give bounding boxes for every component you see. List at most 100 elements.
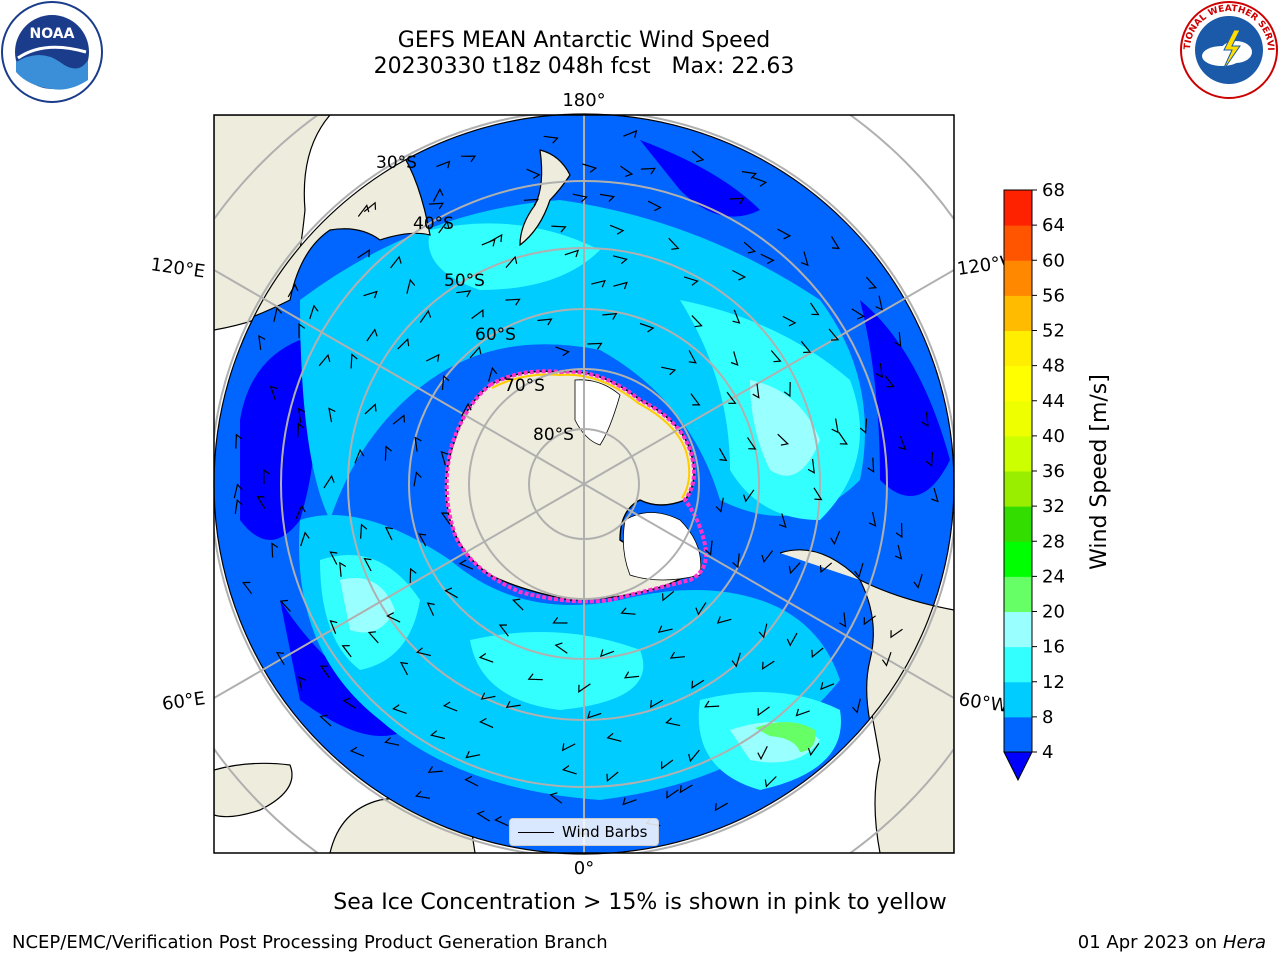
- wind-barb: [666, 789, 679, 799]
- nws-logo-icon: NATIONAL WEATHER SERVICE: [1178, 0, 1278, 99]
- colorbar-segment: [1004, 365, 1032, 402]
- machine-name: Hera: [1222, 932, 1266, 953]
- colorbar-segment: [1004, 576, 1032, 612]
- wind-barb: [731, 652, 741, 668]
- wind-barb-legend-label: Wind Barbs: [562, 823, 648, 841]
- wind-barb: [471, 309, 484, 319]
- wind-barb: [364, 403, 377, 415]
- wind-barb: [392, 704, 407, 714]
- wind-barb: [811, 647, 824, 659]
- wind-barb: [309, 304, 319, 320]
- wind-barb: [669, 651, 685, 659]
- wind-barb: [764, 776, 777, 788]
- wind-barb: [623, 129, 638, 138]
- lat-label-50s: 50°S: [444, 271, 485, 291]
- wind-barb: [782, 315, 797, 327]
- wind-barb: [561, 743, 576, 752]
- wind-barb: [354, 448, 365, 464]
- wind-barb: [828, 328, 840, 341]
- wind-barb: [704, 700, 720, 708]
- wind-barb: [606, 771, 619, 783]
- wind-barb: [384, 445, 392, 461]
- wind-barb: [819, 562, 833, 574]
- map-border: [213, 114, 955, 854]
- colorbar-tick-label: 4: [1042, 742, 1053, 763]
- wind-barb: [438, 220, 450, 234]
- wind-barb: [363, 201, 377, 213]
- wind-barb: [442, 701, 458, 712]
- colorbar-segment: [1004, 681, 1032, 718]
- wind-barb: [300, 531, 310, 547]
- wind-barb: [444, 587, 458, 599]
- wind-barb: [800, 251, 809, 267]
- wind-barb: [342, 697, 356, 709]
- wind-barb: [898, 435, 907, 451]
- wind-barb: [838, 432, 848, 445]
- wind-barb: [894, 544, 903, 560]
- colorbar-tick-label: 24: [1042, 566, 1065, 587]
- colorbar-segment: [1004, 260, 1032, 296]
- wind-barb: [329, 551, 338, 565]
- wind-barb: [839, 612, 847, 628]
- wind-barb: [279, 599, 291, 612]
- wind-barb: [464, 775, 479, 787]
- colorbar-tick-label: 16: [1042, 637, 1065, 658]
- wind-barb: [647, 200, 662, 212]
- wind-barb: [319, 665, 330, 678]
- lon-label-upper-left: 120°E: [149, 254, 206, 282]
- wind-barb: [665, 717, 681, 727]
- wind-barb: [884, 375, 895, 388]
- colorbar-tick-label: 52: [1042, 321, 1065, 342]
- wind-barb: [758, 623, 768, 639]
- wind-barb: [263, 468, 270, 485]
- map-subtitle: 20230330 t18z 048h fcst Max: 22.63: [373, 54, 795, 79]
- wind-barb: [392, 414, 405, 425]
- wind-barb: [399, 661, 409, 676]
- wind-barb: [414, 436, 422, 452]
- wind-barb: [612, 255, 628, 265]
- wind-barb: [859, 418, 868, 434]
- wind-barb: [498, 624, 509, 637]
- wind-barb: [360, 523, 368, 539]
- wind-barb: [691, 315, 703, 328]
- wind-barb: [415, 647, 431, 657]
- wind-barb: [820, 682, 835, 691]
- colorbar-tick-label: 36: [1042, 461, 1065, 482]
- lon-label-top: 180°: [562, 90, 605, 111]
- wind-barb: [743, 489, 755, 503]
- wind-barb: [777, 228, 792, 240]
- wind-barb: [688, 749, 700, 763]
- wind-barb: [552, 616, 568, 624]
- wind-barb: [339, 561, 347, 577]
- lat-label-60s: 60°S: [475, 325, 516, 345]
- wind-barb: [479, 717, 494, 729]
- wind-barb: [729, 197, 745, 205]
- colorbar-tick-label: 60: [1042, 250, 1065, 271]
- colorbar-tick-label: 8: [1042, 707, 1053, 728]
- wind-barb: [639, 322, 655, 333]
- wind-barb: [732, 553, 740, 569]
- wind-barb: [256, 495, 266, 509]
- wind-barb: [662, 590, 675, 602]
- colorbar-segment: [1004, 471, 1032, 507]
- wind-barb: [363, 557, 372, 572]
- wind-barb: [691, 679, 705, 689]
- wind-barb: [587, 342, 603, 350]
- wind-barb: [271, 542, 279, 558]
- wind-barb: [704, 540, 713, 556]
- wind-barb: [235, 433, 243, 449]
- wind-barb: [757, 706, 770, 717]
- wind-barb: [269, 385, 278, 400]
- wind-barb: [779, 513, 787, 528]
- wind-barb: [349, 746, 365, 757]
- graticule: [214, 115, 954, 853]
- wind-barb: [586, 710, 602, 719]
- wind-barb: [384, 526, 393, 541]
- wind-barb: [830, 236, 841, 250]
- wind-barb: [800, 340, 812, 354]
- wind-barb: [273, 306, 283, 322]
- wind-barb: [456, 290, 472, 298]
- wind-barb: [297, 407, 306, 423]
- lon-label-lower-left: 60°E: [161, 688, 207, 715]
- wind-barb: [813, 487, 823, 501]
